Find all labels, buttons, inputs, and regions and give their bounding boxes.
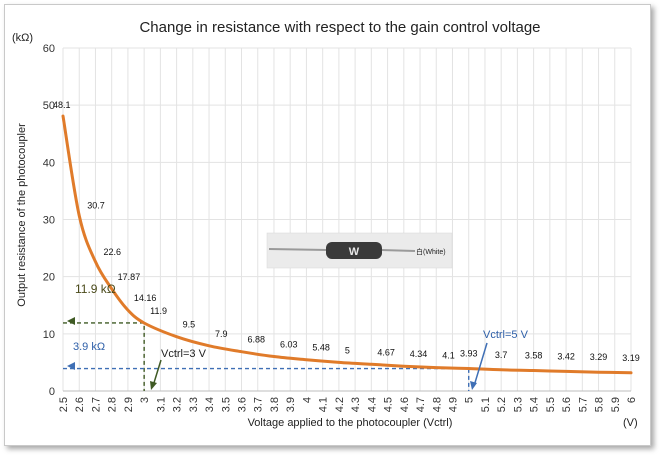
resistance-chart: Change in resistance with respect to the… (12, 19, 640, 429)
x-tick-label: 5 (464, 397, 476, 403)
annotation-11-9-kohm: 11.9 kΩ (75, 282, 116, 296)
guide-lines (63, 322, 470, 391)
photo-marking: W (349, 246, 360, 258)
x-tick-label: 3.4 (204, 397, 216, 412)
data-label: 3.58 (525, 351, 543, 361)
x-tick-label: 5.9 (610, 397, 622, 412)
x-tick-label: 5.4 (529, 397, 541, 412)
data-label: 6.03 (280, 340, 298, 350)
x-unit-label: (V) (623, 417, 638, 429)
data-label: 17.87 (118, 272, 141, 282)
data-label: 11.9 (150, 306, 167, 316)
x-tick-label: 4.5 (383, 397, 395, 412)
x-tick-label: 5.1 (480, 397, 492, 412)
x-tick-label: 2.5 (58, 397, 70, 412)
x-tick-label: 5.5 (545, 397, 557, 412)
x-tick-label: 2.7 (90, 397, 102, 412)
data-label: 5 (345, 345, 350, 355)
x-tick-label: 5.6 (561, 397, 573, 412)
data-label: 3.19 (622, 353, 640, 363)
x-tick-label: 4 (301, 397, 313, 403)
arrow-5v (473, 342, 488, 387)
x-tick-label: 3 (139, 397, 151, 403)
x-tick-label: 3.3 (188, 397, 200, 412)
data-label: 14.16 (134, 293, 157, 303)
y-tick-label: 30 (43, 215, 55, 227)
data-label: 4.1 (442, 351, 455, 361)
photo-body (326, 242, 382, 259)
x-tick-label: 2.9 (123, 397, 135, 412)
x-tick-label: 4.2 (334, 397, 346, 412)
x-axis-label: Voltage applied to the photocoupler (Vct… (248, 417, 453, 429)
data-label: 6.88 (248, 335, 266, 345)
chart-frame: Change in resistance with respect to the… (4, 4, 651, 446)
arrow-5v-head (470, 381, 477, 390)
data-labels: 48.1 30.7 22.6 17.87 14.16 11.9 9.5 7.9 6.88 6.03… (53, 100, 640, 363)
data-label: 3.93 (460, 349, 478, 359)
data-label: 30.7 (87, 200, 105, 210)
data-label: 4.67 (377, 347, 395, 357)
x-tick-label: 3.8 (269, 397, 281, 412)
x-tick-label: 4.4 (366, 397, 378, 412)
data-label: 3.7 (495, 350, 508, 360)
y-tick-label: 10 (43, 329, 55, 341)
x-tick-label: 3.9 (285, 397, 297, 412)
data-label: 48.1 (53, 100, 71, 110)
y-tick-labels: 0 10 20 30 40 50 60 (43, 43, 55, 398)
data-label: 4.34 (410, 349, 428, 359)
x-tick-label: 5.7 (577, 397, 589, 412)
y-tick-label: 40 (43, 157, 55, 169)
guide-line-3v (63, 322, 145, 391)
data-label: 9.5 (183, 320, 196, 330)
arrow-3v (152, 359, 162, 387)
photo-lead-left (268, 248, 328, 251)
x-tick-label: 2.8 (107, 397, 119, 412)
photo-lead-right (380, 249, 416, 252)
photocoupler-photo: W 白(White) (266, 232, 453, 269)
y-tick-label: 0 (49, 386, 55, 398)
data-label: 22.6 (103, 247, 121, 257)
resistance-curve (61, 114, 633, 375)
x-tick-label: 6 (626, 397, 638, 403)
y-tick-label: 50 (43, 100, 55, 112)
x-tick-label: 5.2 (496, 397, 508, 412)
x-tick-label: 3.6 (237, 397, 249, 412)
y-unit-label: (kΩ) (12, 32, 33, 44)
arrow-3v-head (150, 381, 157, 390)
x-tick-label: 3.1 (155, 397, 167, 412)
y-tick-label: 60 (43, 43, 55, 55)
x-tick-label: 3.7 (253, 397, 265, 412)
x-tick-label: 2.6 (74, 397, 86, 412)
y-tick-label: 20 (43, 272, 55, 284)
data-label: 3.42 (557, 351, 575, 361)
x-tick-labels: 2.5 2.6 2.7 2.8 2.9 3 3.1 3.2 3.3 3.4 3.5 3.6 3.7 3.8… (58, 397, 638, 412)
annotation-3-9-kohm: 3.9 kΩ (73, 341, 105, 353)
x-tick-label: 4.6 (399, 397, 411, 412)
x-tick-label: 3.2 (172, 397, 184, 412)
annotation-vctrl-3v: Vctrl=3 V (161, 348, 207, 360)
annotation-vctrl-5v: Vctrl=5 V (483, 329, 529, 341)
photo-caption: 白(White) (416, 247, 446, 256)
grid (62, 47, 632, 392)
x-tick-label: 4.1 (318, 397, 330, 412)
data-label: 7.9 (215, 329, 228, 339)
guide-line-5v (63, 367, 470, 391)
x-tick-label: 4.9 (447, 397, 459, 412)
x-tick-label: 4.8 (431, 397, 443, 412)
x-tick-label: 3.5 (220, 397, 232, 412)
x-tick-label: 4.7 (415, 397, 427, 412)
x-tick-label: 5.3 (512, 397, 524, 412)
y-axis-label: Output resistance of the photocoupler (16, 123, 28, 307)
x-tick-label: 4.3 (350, 397, 362, 412)
data-label: 5.48 (312, 343, 330, 353)
annotations: 11.9 kΩ Vctrl=3 V 3.9 kΩ Vctrl=5 V (67, 282, 529, 390)
x-tick-label: 5.8 (594, 397, 606, 412)
arrow-11-9-head (67, 317, 75, 325)
arrow-3-9-head (67, 362, 75, 370)
data-label: 3.29 (590, 352, 608, 362)
chart-title: Change in resistance with respect to the… (139, 19, 540, 36)
